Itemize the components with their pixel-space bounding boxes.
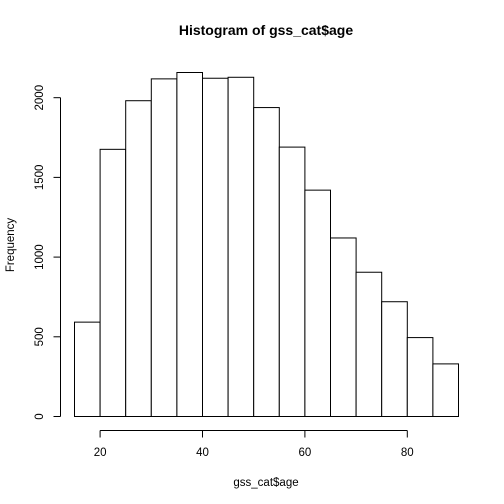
histogram-bar <box>253 107 280 417</box>
chart-title: Histogram of gss_cat$age <box>179 22 353 38</box>
y-axis-label: Frequency <box>5 218 17 273</box>
x-axis-label: gss_cat$age <box>233 477 298 489</box>
histogram-bar <box>355 271 383 417</box>
y-tick-label: 0 <box>34 413 46 419</box>
histogram-bar <box>381 301 408 417</box>
histogram-bar <box>74 321 101 417</box>
x-axis: 20 40 60 80 <box>94 430 414 459</box>
y-tick-label: 1500 <box>34 165 46 191</box>
x-ticks: 20 40 60 80 <box>94 430 414 459</box>
y-tick-label: 500 <box>34 327 46 346</box>
x-tick-label: 20 <box>94 447 107 459</box>
histogram-bar <box>202 77 229 417</box>
histogram-bar <box>304 189 331 417</box>
histogram-bars <box>74 72 459 418</box>
histogram-bar <box>125 100 152 417</box>
histogram-bar <box>278 146 306 417</box>
y-tick-label: 1000 <box>34 244 46 270</box>
y-axis: 0 500 1000 1500 2000 <box>34 85 61 420</box>
x-tick-label: 60 <box>299 447 312 459</box>
x-tick-label: 40 <box>196 447 209 459</box>
histogram-bar <box>150 78 178 417</box>
histogram-bar <box>99 148 127 417</box>
y-ticks: 0 500 1000 1500 2000 <box>34 85 61 420</box>
histogram-bar <box>176 72 203 417</box>
histogram-bar <box>330 237 357 417</box>
histogram-bar <box>432 363 459 418</box>
x-tick-label: 80 <box>401 447 414 459</box>
histogram-bar <box>227 76 255 418</box>
y-tick-label: 2000 <box>34 85 46 111</box>
histogram-bar <box>406 337 434 417</box>
